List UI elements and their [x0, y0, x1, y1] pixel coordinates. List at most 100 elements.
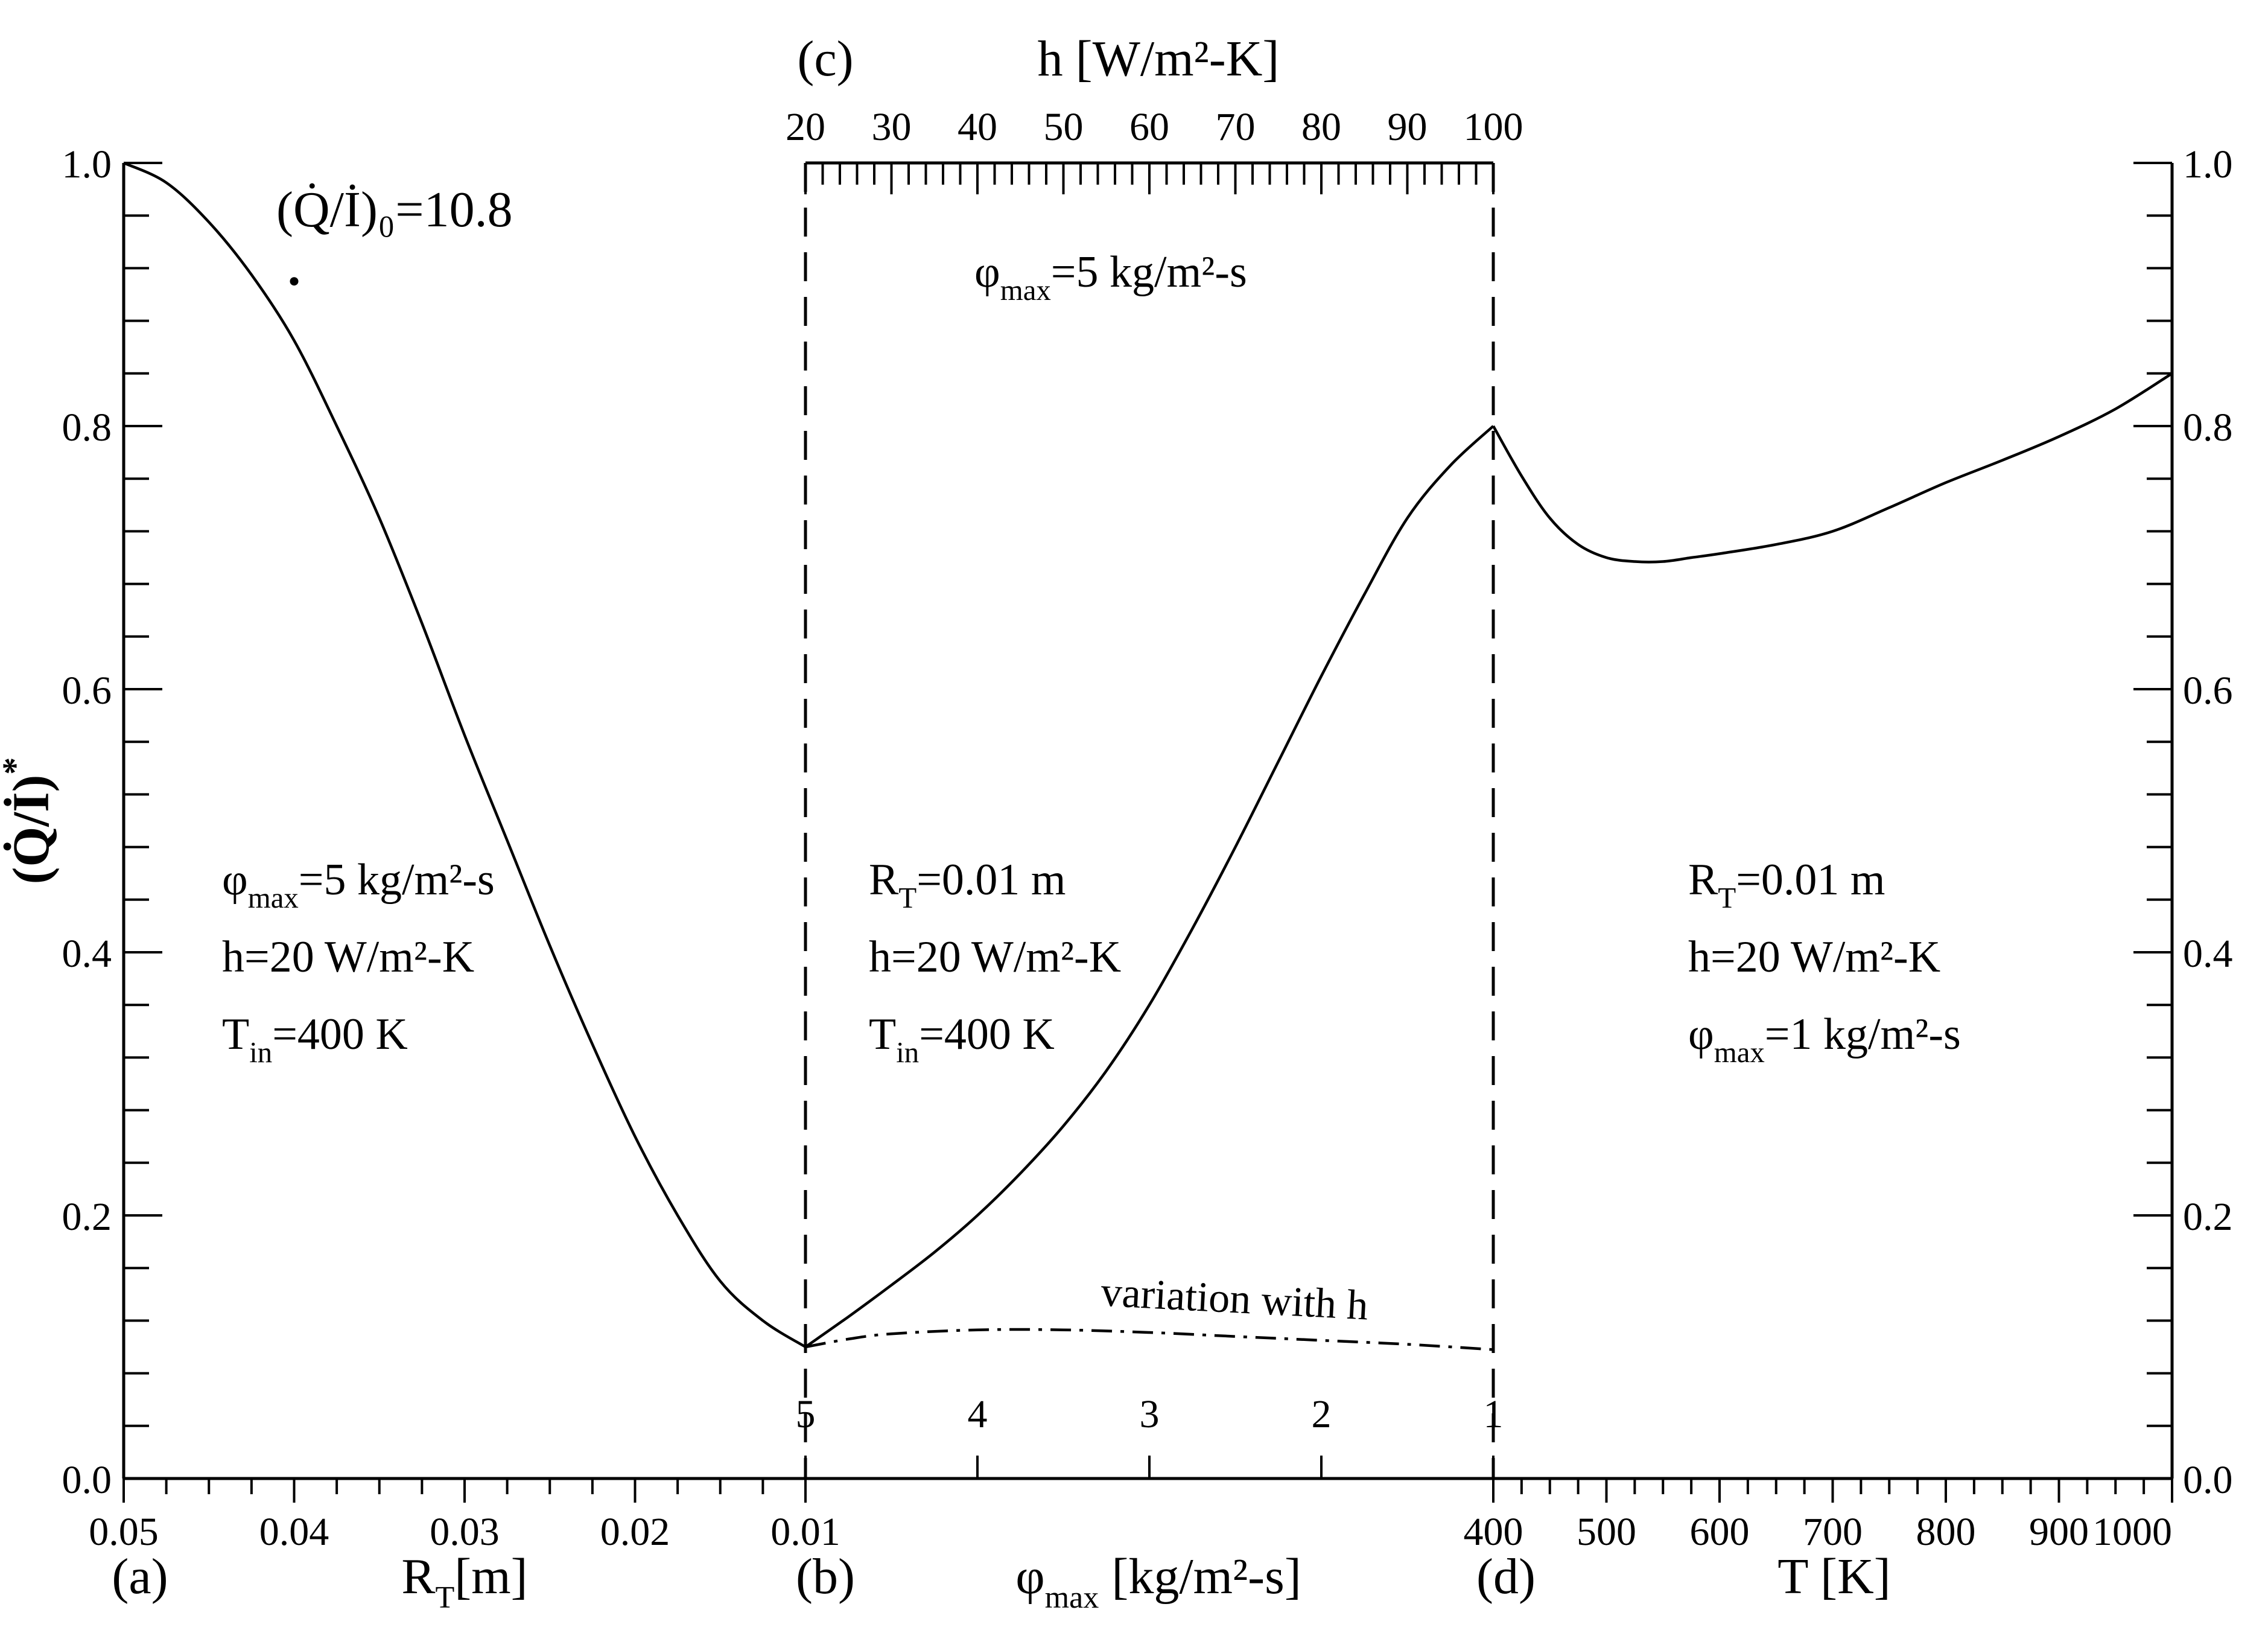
- y-tick-label-right: 0.8: [2183, 406, 2233, 450]
- x-tick-label-c: 100: [1464, 105, 1523, 149]
- x-axis-label-d: T [K]: [1777, 1549, 1890, 1605]
- y-tick-label-right: 0.6: [2183, 669, 2233, 713]
- y-tick-label-left: 0.0: [62, 1458, 112, 1502]
- param-d-rest: =0.01 m: [1736, 855, 1885, 905]
- x-tick-label-a: 0.04: [259, 1510, 329, 1554]
- y-tick-label-left: 1.0: [62, 142, 112, 186]
- y-tick-label-right: 1.0: [2183, 142, 2233, 186]
- param-b-sub: in: [896, 1036, 919, 1069]
- param-b-main: h=20 W/m²-K: [869, 932, 1121, 982]
- param-b-rest: =0.01 m: [916, 855, 1066, 905]
- y-tick-label-left: 0.4: [62, 932, 112, 976]
- x-tick-label-b: 2: [1312, 1392, 1332, 1436]
- panel-tag-b: (b): [796, 1549, 855, 1605]
- param-d-main: h=20 W/m²-K: [1688, 932, 1940, 982]
- x-axis-label-d-rest: [K]: [1820, 1549, 1891, 1605]
- param-c-0: φmax=5 kg/m²-s: [974, 247, 1247, 307]
- series-name-label: variation with h: [1100, 1269, 1370, 1329]
- y-tick-label-right: 0.0: [2183, 1458, 2233, 1502]
- x-axis-label-a: RT[m]: [401, 1549, 527, 1615]
- x-tick-label-a: 0.01: [770, 1510, 840, 1554]
- param-a-0: φmax=5 kg/m²-s: [222, 855, 495, 914]
- param-d-main: R: [1688, 855, 1718, 905]
- x-axis-label-b-rest: [kg/m²-s]: [1099, 1549, 1301, 1605]
- param-a-sub: in: [249, 1036, 272, 1069]
- param-a-main: φ: [222, 855, 248, 905]
- param-d-main: φ: [1688, 1010, 1714, 1059]
- x-tick-label-b: 3: [1140, 1392, 1160, 1436]
- x-axis-label-c-main: h: [1038, 31, 1076, 87]
- x-tick-label-b: 1: [1484, 1392, 1504, 1436]
- annotation-label: (Q̇/İ)₀=10.8: [276, 182, 513, 238]
- x-tick-label-d: 500: [1577, 1510, 1636, 1554]
- param-b-main: R: [869, 855, 899, 905]
- param-d-sub: T: [1718, 881, 1736, 914]
- x-tick-label-a: 0.02: [600, 1510, 670, 1554]
- param-a-2: Tin=400 K: [222, 1010, 408, 1069]
- param-a-sub: max: [248, 881, 299, 914]
- x-tick-label-c: 30: [872, 105, 912, 149]
- x-tick-label-a: 0.03: [430, 1510, 500, 1554]
- curves: [123, 161, 2173, 1351]
- x-tick-label-c: 20: [786, 105, 825, 149]
- param-b-2: Tin=400 K: [869, 1010, 1055, 1069]
- series-line-b: [804, 425, 1495, 1348]
- x-tick-label-c: 60: [1129, 105, 1169, 149]
- x-tick-label-c: 40: [958, 105, 997, 149]
- param-d-2: φmax=1 kg/m²-s: [1688, 1010, 1961, 1069]
- param-b-0: RT=0.01 m: [869, 855, 1066, 914]
- param-a-rest: =5 kg/m²-s: [299, 855, 495, 905]
- param-b-rest: =400 K: [919, 1010, 1055, 1059]
- x-axis-label-a-sub: T: [435, 1580, 454, 1615]
- x-tick-label-b: 5: [796, 1392, 816, 1436]
- top-axis: 20 30 40 50 60 70 80 90 100: [786, 105, 1523, 194]
- x-axis-label-d-main: T: [1777, 1549, 1820, 1605]
- x-axis-label-b: φmax [kg/m²-s]: [1015, 1549, 1301, 1615]
- x-tick-label-d: 1000: [2092, 1510, 2172, 1554]
- x-axis-label-b-sub: max: [1045, 1580, 1099, 1615]
- x-tick-label-a: 0.05: [89, 1510, 159, 1554]
- annotation-marker: [290, 277, 299, 286]
- x-tick-label-c: 70: [1216, 105, 1256, 149]
- param-b-main: T: [869, 1010, 896, 1059]
- y-tick-label-left: 0.6: [62, 669, 112, 713]
- y-tick-label-right: 0.2: [2183, 1195, 2233, 1239]
- x-tick-label-d: 400: [1464, 1510, 1523, 1554]
- x-tick-label-d: 700: [1803, 1510, 1863, 1554]
- series-line-d: [1492, 372, 2173, 564]
- x-tick-label-d: 900: [2029, 1510, 2089, 1554]
- x-tick-label-c: 80: [1301, 105, 1341, 149]
- param-c-rest: =5 kg/m²-s: [1051, 247, 1247, 297]
- param-a-1: h=20 W/m²-K: [222, 932, 474, 982]
- param-d-1: h=20 W/m²-K: [1688, 932, 1940, 982]
- x-tick-label-c: 90: [1388, 105, 1428, 149]
- param-d-0: RT=0.01 m: [1688, 855, 1885, 914]
- param-b-1: h=20 W/m²-K: [869, 932, 1121, 982]
- series-line-a: [123, 161, 807, 1348]
- y-axis-label: (Q̇/İ)*: [0, 757, 60, 885]
- param-c-sub: max: [1000, 273, 1051, 307]
- y-axis: 0.0 0.0 0.2 0.2 0.4 0.4 0.6 0.6 0.8 0.8 1.0 1.0 (Q̇/…: [0, 142, 2233, 1502]
- x-axis-label-b-main: φ: [1015, 1549, 1044, 1605]
- panel-tag-d: (d): [1476, 1549, 1536, 1605]
- y-axis-label-main: (Q̇/İ): [2, 775, 60, 885]
- panel-tag-a: (a): [112, 1549, 168, 1605]
- param-a-main: h=20 W/m²-K: [222, 932, 474, 982]
- param-d-rest: =1 kg/m²-s: [1765, 1010, 1961, 1059]
- param-a-main: T: [222, 1010, 249, 1059]
- param-a-rest: =400 K: [272, 1010, 408, 1059]
- param-b-sub: T: [898, 881, 916, 914]
- x-axis-label-a-rest: [m]: [454, 1549, 527, 1605]
- bottom-axes: 0.05 0.04 0.03 0.02 0.01 400 500 600 700 800 900 10…: [89, 1392, 2173, 1554]
- y-tick-label-left: 0.8: [62, 406, 112, 450]
- y-tick-label-left: 0.2: [62, 1195, 112, 1239]
- panel-tag-c: (c): [797, 31, 853, 87]
- x-tick-label-c: 50: [1044, 105, 1084, 149]
- param-c-main: φ: [974, 247, 1000, 297]
- x-tick-label-d: 600: [1690, 1510, 1750, 1554]
- series-line-c: [805, 1328, 1494, 1351]
- y-axis-label-sup: *: [0, 757, 34, 775]
- x-axis-label-c-rest: [W/m²-K]: [1076, 31, 1280, 87]
- y-tick-label-right: 0.4: [2183, 932, 2233, 976]
